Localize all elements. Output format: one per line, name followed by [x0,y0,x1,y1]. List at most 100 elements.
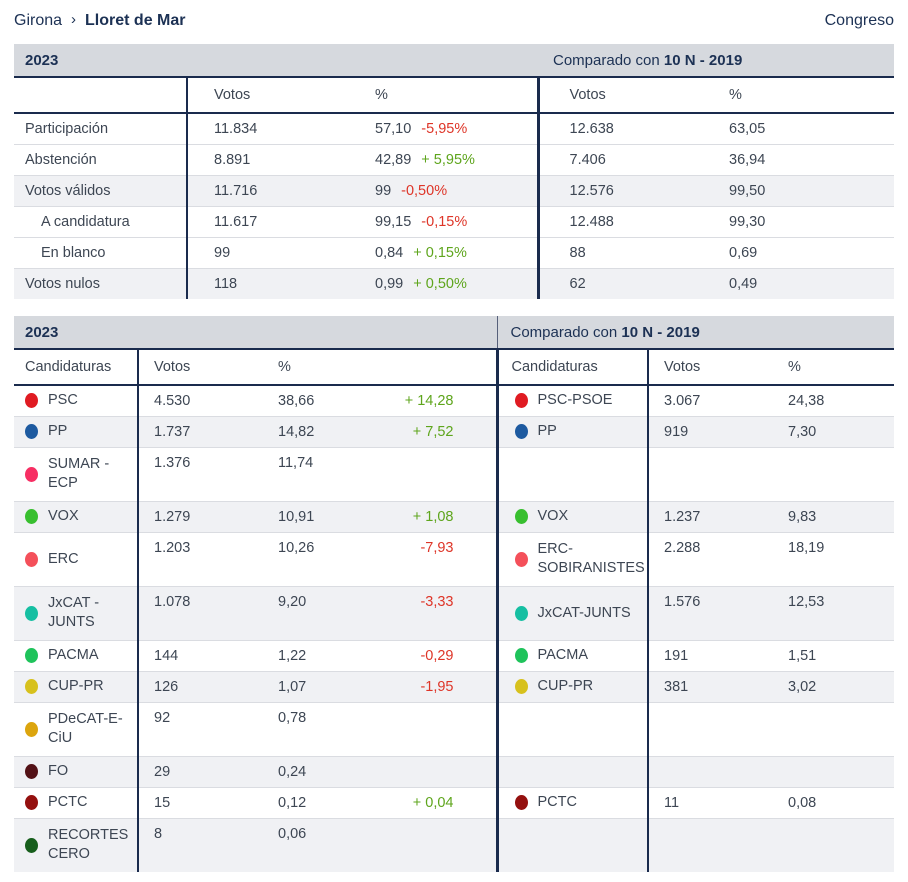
party-entry: PSC-PSOE [500,391,646,410]
party-color-dot [25,795,38,810]
summary-cmp-pct-value: 63,05 [729,120,766,137]
party-diff-cell: -7,93 [385,532,497,586]
party-pct-value: 1,22 [278,647,307,664]
party-entry: FO [14,762,136,781]
summary-row-label: Participación [25,120,109,137]
party-cmp-cell [495,447,648,501]
party-votes-value: 1.078 [137,586,263,640]
party-votes-value: 8 [137,818,263,872]
summary-votes-value: 11.617 [186,206,360,237]
party-diff-cell: -1,95 [385,671,497,702]
summary-table: 2023 Comparado con 10 N - 2019 Votos % V… [14,44,895,299]
party-color-dot [25,648,38,663]
party-cell: PDeCAT-E-CiU [14,702,138,756]
summary-row: Votos válidos 11.716 99 -0,50% 12.576 99,50 [14,175,895,206]
summary-cmp-votes-value: 12.488 [536,206,720,237]
party-name: PDeCAT-E-CiU [48,711,123,746]
party-color-dot [25,721,38,737]
summary-row: En blanco 99 0,84 + 0,15% 88 0,69 [14,237,895,268]
summary-pct-value: 42,89 [375,151,412,168]
parties-year-label: 2023 [14,316,497,349]
party-cmp-votes-value [647,447,770,501]
summary-votes-value: 99 [186,237,360,268]
party-cell: JxCAT - JUNTS [14,586,138,640]
party-cmp-pct-value: 18,19 [788,539,825,556]
summary-pct-cell: 42,89 + 5,95% [360,144,538,175]
summary-diff-value: -0,50% [401,182,448,199]
parties-compare-label: Comparado con 10 N - 2019 [496,316,895,349]
party-row: PCTC 15 0,12 + 0,04 PCTC 11 0,08 [14,787,895,818]
party-cmp-cell [495,756,648,787]
party-cmp-pct-value: 7,30 [770,416,895,447]
party-row: ERC 1.203 10,26 -7,93 ERC-SOBIRANISTES 2.288 1… [14,532,895,586]
parties-col-cmp-votes: Votos [647,349,770,385]
party-name: PP [48,423,68,439]
summary-cmp-votes-value: 62 [536,268,720,299]
party-color-dot [25,509,38,524]
party-name: CUP-PR [48,678,104,694]
party-color-dot [25,679,38,694]
party-votes-value: 1.737 [137,416,263,447]
summary-diff-value: + 5,95% [421,151,475,168]
party-cell: FO [14,756,138,787]
summary-diff-value: -5,95% [421,120,468,137]
party-cmp-votes-value: 191 [647,640,770,671]
party-entry: VOX [500,507,646,526]
party-votes-value: 1.279 [137,501,263,532]
party-diff-value: + 0,04 [412,794,454,811]
party-entry: PACMA [500,646,646,665]
summary-cmp-pct-value: 99,50 [720,175,895,206]
summary-votes-value: 11.716 [186,175,360,206]
summary-cmp-pct-value: 99,30 [729,213,766,230]
party-name: RECORTES CERO [48,827,129,863]
election-type-label: Congreso [824,12,894,29]
parties-col-pct: % [278,359,291,375]
summary-compare-label: Comparado con 10 N - 2019 [538,44,895,77]
party-entry: ERC-SOBIRANISTES [500,540,646,578]
summary-diff-value: + 0,50% [413,275,467,292]
party-name: PCTC [537,794,577,810]
summary-row-label: A candidatura [41,213,130,230]
parties-table: 2023 Comparado con 10 N - 2019 Candidatu… [14,316,895,872]
party-cmp-cell [495,702,648,756]
party-cell: PSC [14,385,138,416]
summary-col-pct: % [375,87,388,103]
summary-cmp-votes-value: 12.638 [536,113,720,144]
party-pct-value: 1,07 [263,671,385,702]
party-diff-cell [385,818,497,872]
party-color-dot [514,509,528,524]
party-cmp-votes-value [647,818,770,872]
party-cmp-votes-value: 1.237 [647,501,770,532]
party-color-dot [25,393,38,409]
party-name: PSC-PSOE [537,392,613,409]
parties-col-votes: Votos [137,349,263,385]
summary-row: Abstención 8.891 42,89 + 5,95% 7.406 36,94 [14,144,895,175]
summary-pct-value: 99 [375,182,392,199]
party-color-dot [514,795,528,810]
party-votes-value: 29 [137,756,263,787]
summary-header-bar: 2023 Comparado con 10 N - 2019 [14,44,895,77]
summary-votes-value: 8.891 [186,144,360,175]
breadcrumb-region[interactable]: Girona [14,12,63,29]
party-cmp-votes-value: 1.576 [647,586,770,640]
breadcrumb-separator-icon: › [71,11,77,28]
party-diff-value: -1,95 [420,678,454,695]
summary-cmp-pct-value: 0,49 [720,268,895,299]
party-cmp-pct-value: 3,02 [770,671,895,702]
summary-pct-cell: 0,84 + 0,15% [360,237,538,268]
party-entry: PSC [14,391,136,410]
party-name: SUMAR - ECP [48,456,110,491]
party-color-dot [514,393,528,409]
party-entry: PACMA [14,646,136,665]
party-color-dot [25,837,38,853]
party-color-dot [514,648,528,663]
party-name: ERC [48,550,79,567]
party-row: CUP-PR 126 1,07 -1,95 CUP-PR 381 3,02 [14,671,895,702]
party-cmp-votes-value: 919 [647,416,770,447]
party-color-dot [25,551,38,567]
party-votes-value: 1.376 [137,447,263,501]
summary-pct-value: 57,10 [375,120,412,137]
party-votes-value: 126 [137,671,263,702]
party-entry: JxCAT-JUNTS [500,604,646,623]
party-row: PDeCAT-E-CiU 92 0,78 [14,702,895,756]
